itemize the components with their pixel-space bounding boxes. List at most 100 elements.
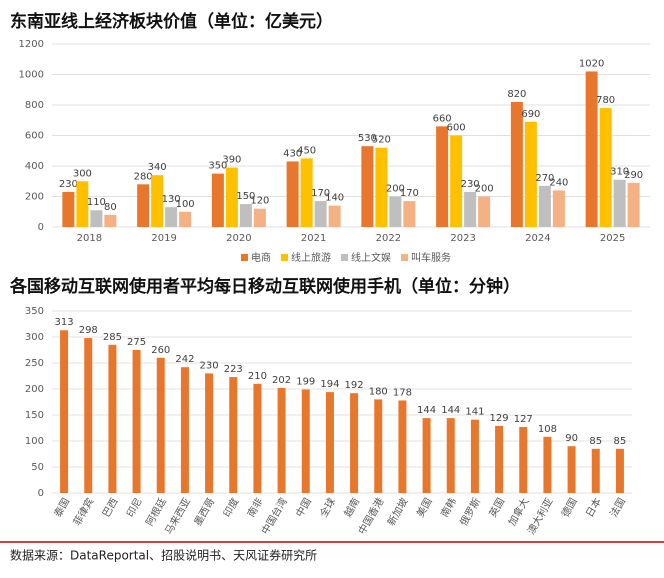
- bar: [510, 101, 523, 227]
- bar: [62, 191, 75, 227]
- value-label: 85: [589, 436, 602, 447]
- value-label: 530: [358, 133, 377, 144]
- value-label: 1020: [579, 58, 604, 69]
- y-tick-label: 600: [25, 131, 44, 142]
- bar: [375, 147, 388, 227]
- y-tick-label: 0: [38, 222, 44, 233]
- bar: [398, 400, 407, 493]
- x-tick-label: 法国: [607, 496, 628, 520]
- value-label: 242: [175, 354, 194, 365]
- value-label: 178: [393, 387, 412, 398]
- value-label: 820: [507, 89, 526, 100]
- value-label: 260: [151, 345, 170, 356]
- bar: [519, 426, 528, 493]
- bar: [301, 389, 310, 493]
- x-tick-label: 美国: [414, 496, 435, 520]
- y-tick-label: 200: [25, 192, 44, 203]
- value-label: 144: [441, 405, 460, 416]
- bar: [180, 367, 189, 493]
- x-tick-label: 2019: [151, 233, 176, 244]
- value-label: 275: [127, 337, 146, 348]
- value-label: 180: [369, 386, 388, 397]
- value-label: 110: [87, 197, 106, 208]
- value-label: 230: [59, 179, 78, 190]
- x-tick-label: 泰国: [51, 496, 72, 520]
- bar: [108, 344, 117, 493]
- value-label: 108: [538, 424, 557, 435]
- legend-label: 线上文娱: [351, 251, 391, 264]
- bar: [325, 392, 334, 493]
- bar: [253, 383, 262, 493]
- y-tick-label: 250: [25, 358, 44, 369]
- value-label: 90: [565, 433, 578, 444]
- bar: [205, 373, 214, 493]
- bar: [403, 201, 416, 227]
- value-label: 194: [320, 379, 339, 390]
- value-label: 240: [549, 177, 568, 188]
- x-tick-label: 德国: [559, 496, 580, 520]
- value-label: 430: [283, 148, 302, 159]
- value-label: 100: [176, 199, 195, 210]
- value-label: 170: [311, 188, 330, 199]
- bar: [90, 210, 103, 227]
- bar: [585, 71, 598, 227]
- x-tick-label: 新加坡: [384, 496, 410, 528]
- value-label: 290: [624, 170, 643, 181]
- chart-title: 各国移动互联网使用者平均每日移动互联网使用手机（单位：分钟）: [9, 276, 520, 297]
- bar: [470, 419, 479, 493]
- legend-label: 电商: [251, 251, 271, 264]
- value-label: 199: [296, 377, 315, 388]
- value-label: 450: [297, 145, 316, 156]
- value-label: 390: [222, 155, 241, 166]
- value-label: 600: [447, 123, 466, 134]
- x-tick-label: 巴西: [100, 496, 120, 519]
- x-tick-label: 英国: [486, 496, 507, 520]
- y-tick-label: 350: [25, 306, 44, 317]
- legend-swatch: [241, 254, 248, 261]
- value-label: 313: [55, 317, 74, 328]
- legend-label: 线上旅游: [291, 251, 331, 264]
- value-label: 350: [208, 161, 227, 172]
- value-label: 200: [475, 184, 494, 195]
- value-label: 270: [535, 173, 554, 184]
- x-tick-label: 印度: [220, 496, 241, 520]
- value-label: 80: [104, 202, 117, 213]
- bar: [84, 338, 93, 493]
- value-label: 210: [248, 371, 267, 382]
- x-tick-label: 印尼: [124, 496, 144, 519]
- y-tick-label: 400: [25, 161, 44, 172]
- x-tick-label: 墨西哥: [192, 496, 217, 528]
- x-tick-label: 2018: [77, 233, 102, 244]
- bar: [165, 207, 178, 227]
- value-label: 660: [433, 113, 452, 124]
- bar: [422, 418, 431, 493]
- value-label: 340: [148, 162, 167, 173]
- y-tick-label: 0: [38, 488, 44, 499]
- value-label: 144: [417, 405, 436, 416]
- bar: [328, 205, 341, 227]
- x-tick-label: 2022: [376, 233, 401, 244]
- bar: [567, 446, 576, 493]
- value-label: 202: [272, 375, 291, 386]
- value-label: 130: [162, 194, 181, 205]
- y-tick-label: 800: [25, 100, 44, 111]
- bar: [374, 399, 383, 493]
- value-label: 285: [103, 332, 122, 343]
- bar: [76, 181, 89, 227]
- x-tick-label: 2024: [525, 233, 550, 244]
- bar: [495, 425, 504, 493]
- x-tick-label: 日本: [583, 496, 604, 520]
- x-tick-label: 俄罗斯: [457, 496, 483, 528]
- bar: [436, 126, 449, 227]
- x-tick-label: 2025: [600, 233, 625, 244]
- bar: [389, 196, 402, 227]
- bar: [211, 173, 224, 227]
- x-tick-label: 菲律宾: [70, 496, 96, 528]
- x-tick-label: 加拿大: [505, 496, 531, 528]
- bar: [300, 158, 313, 227]
- bar: [538, 185, 551, 227]
- value-label: 129: [490, 413, 509, 424]
- value-label: 192: [345, 380, 364, 391]
- x-tick-label: 2020: [226, 233, 251, 244]
